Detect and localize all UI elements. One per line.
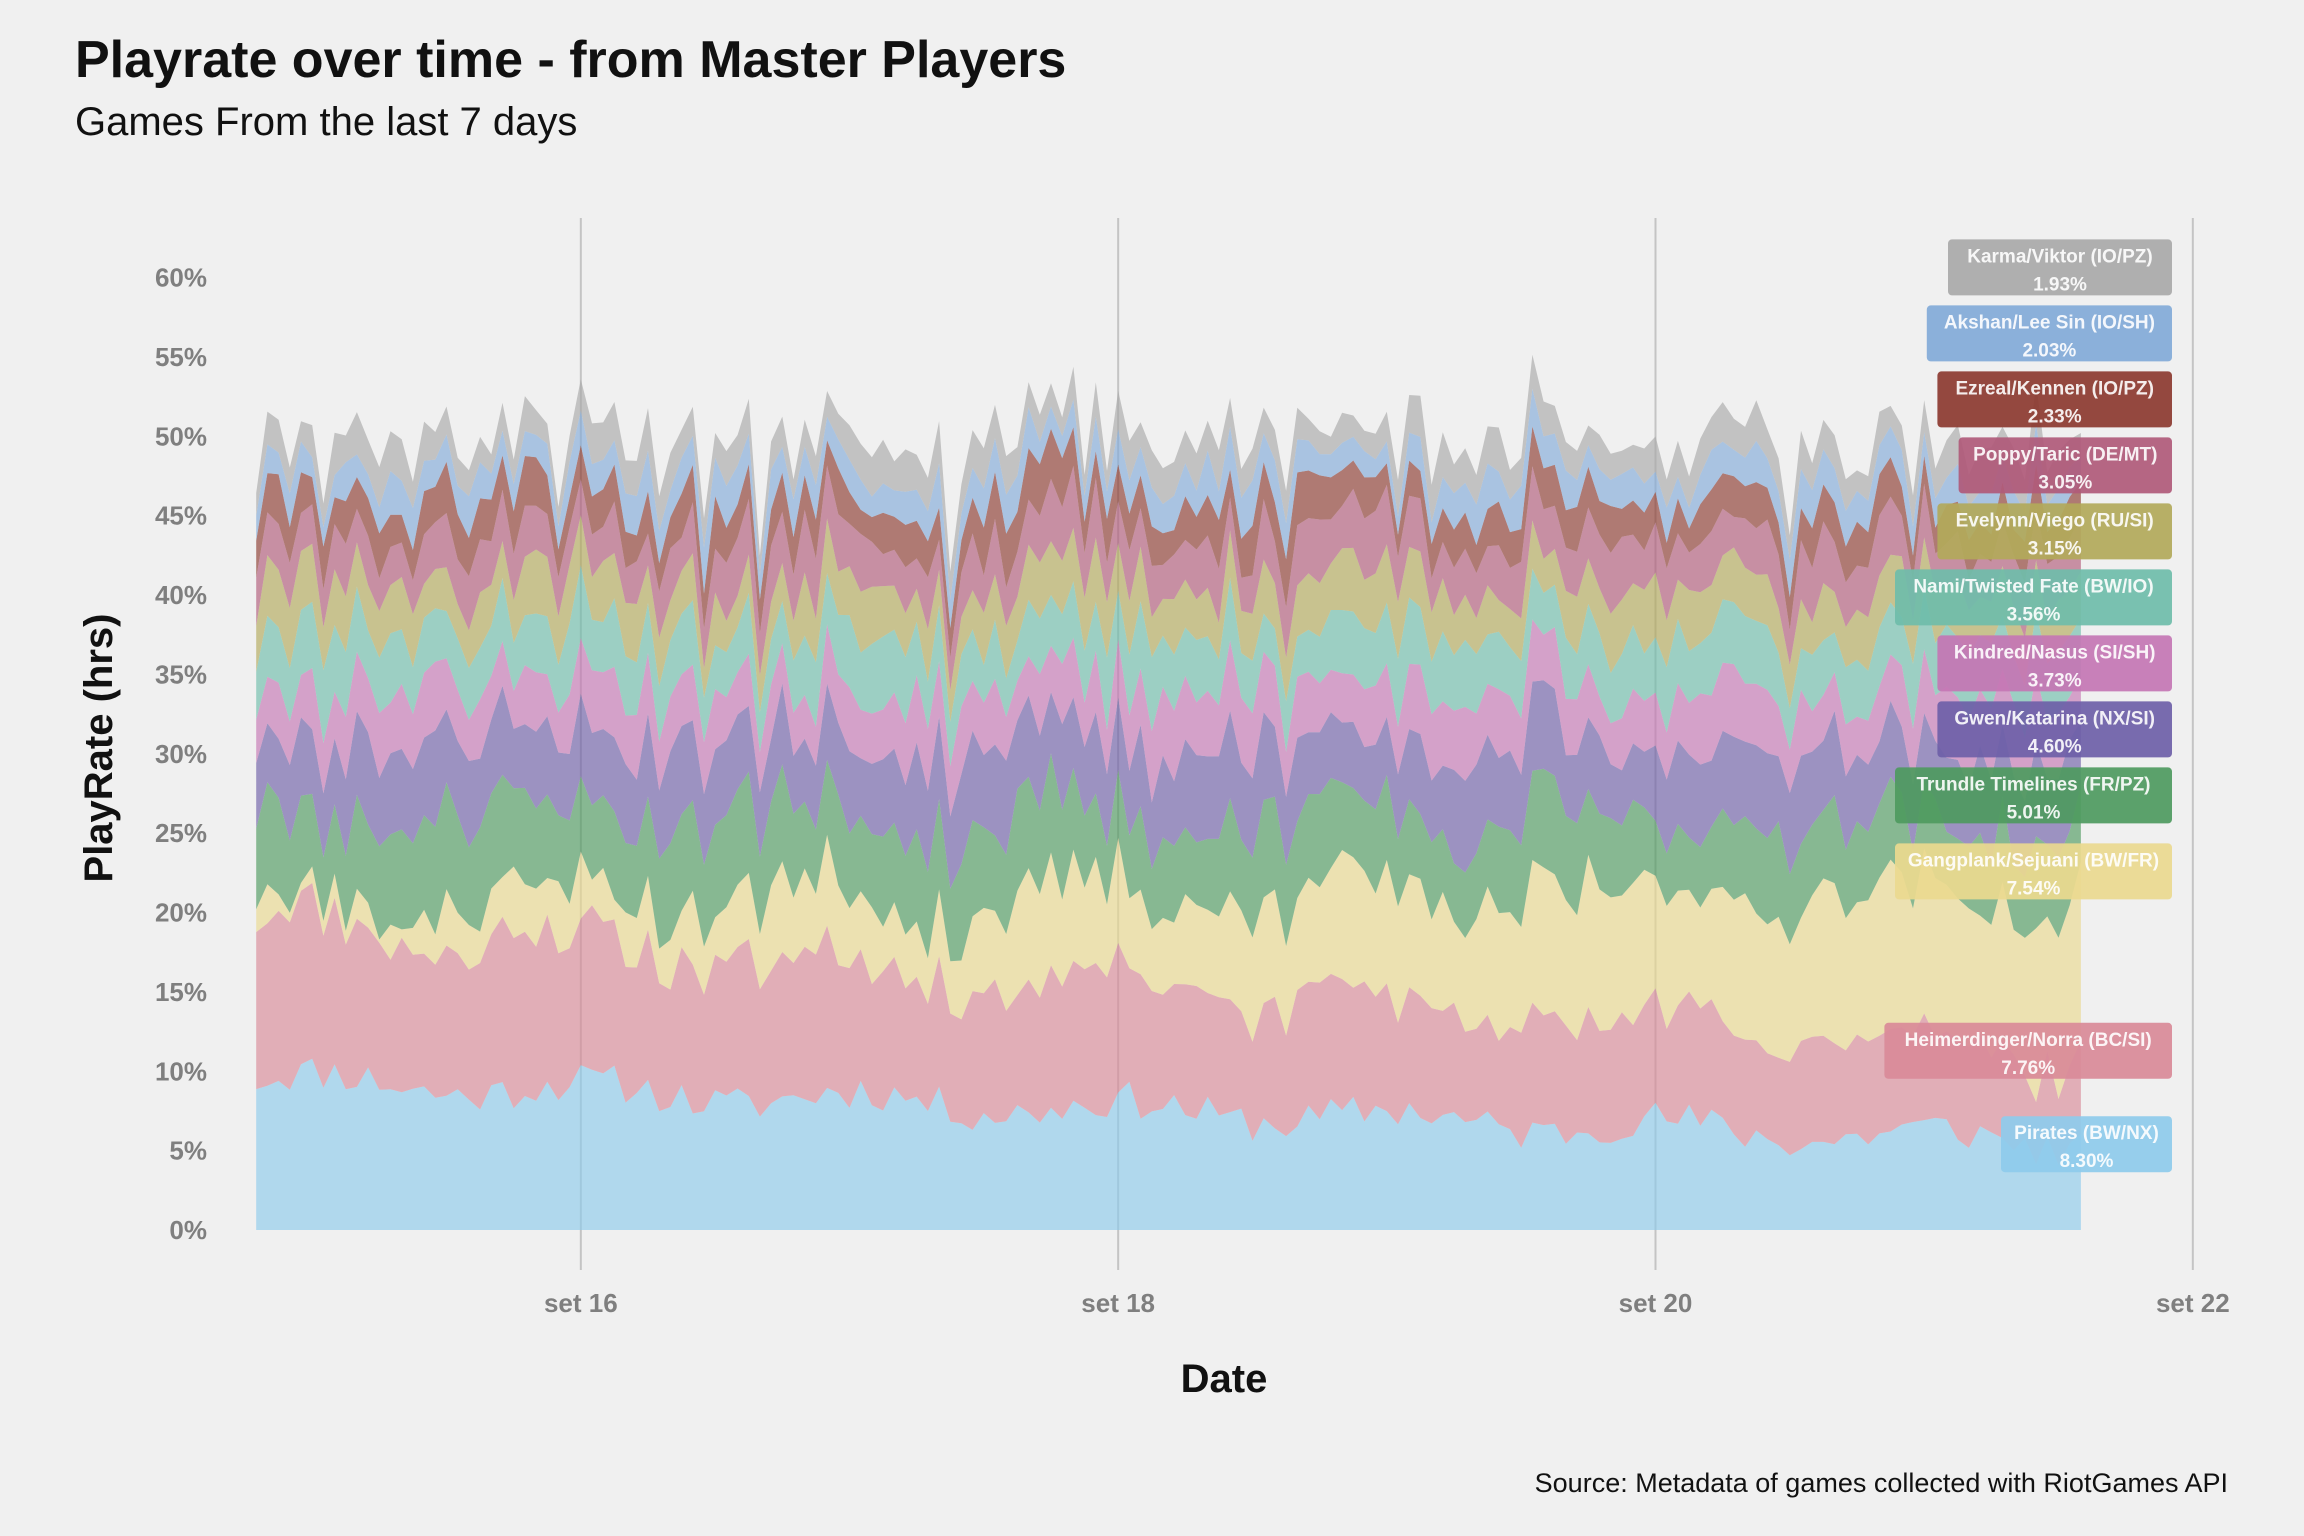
series-label: Pirates (BW/NX) 8.30%	[2001, 1116, 2172, 1173]
y-axis: 0% 5% 10% 15% 20% 25% 30% 35% 40% 45% 50% 55% 60%	[155, 263, 207, 1245]
series-label-name: Gwen/Katarina (NX/SI)	[1954, 708, 2155, 729]
y-tick-label: 40%	[155, 580, 207, 610]
x-axis: set 16 set 18 set 20 set 22	[544, 1288, 2230, 1318]
area-series	[256, 883, 2081, 1165]
series-label-share: 3.73%	[2028, 670, 2082, 691]
series-label-box	[1895, 569, 2172, 626]
area-series	[256, 834, 2081, 1102]
series-labels: Pirates (BW/NX) 8.30% Heimerdinger/Norra (…	[1884, 239, 2172, 1173]
area-series	[256, 354, 2081, 600]
series-label-name: Trundle Timelines (FR/PZ)	[1916, 774, 2150, 795]
series-label: Kindred/Nasus (SI/SH) 3.73%	[1937, 635, 2172, 692]
series-label: Akshan/Lee Sin (IO/SH) 2.03%	[1926, 305, 2172, 362]
series-label-name: Pirates (BW/NX)	[2014, 1123, 2159, 1144]
series-label: Karma/Viktor (IO/PZ) 1.93%	[1948, 239, 2172, 296]
area-layer	[256, 354, 2081, 1230]
y-tick-label: 10%	[155, 1056, 207, 1086]
series-label-share: 2.33%	[2028, 406, 2082, 427]
series-label-share: 5.01%	[2007, 802, 2061, 823]
series-label-box	[1937, 701, 2172, 758]
series-label-share: 3.05%	[2038, 472, 2092, 493]
x-tick-label: set 18	[1081, 1288, 1155, 1318]
x-tick-label: set 20	[1619, 1288, 1693, 1318]
series-label-name: Akshan/Lee Sin (IO/SH)	[1944, 312, 2155, 333]
area-series	[256, 753, 2081, 962]
series-label-box	[2001, 1116, 2172, 1173]
series-label-box	[1948, 239, 2172, 296]
y-tick-label: 45%	[155, 501, 207, 531]
series-label-name: Ezreal/Kennen (IO/PZ)	[1955, 378, 2153, 399]
area-series	[256, 515, 2081, 722]
y-tick-label: 55%	[155, 342, 207, 372]
series-label-box	[1937, 635, 2172, 692]
series-label: Poppy/Taric (DE/MT) 3.05%	[1958, 437, 2172, 494]
chart-subtitle: Games From the last 7 days	[75, 100, 578, 144]
series-label-name: Poppy/Taric (DE/MT)	[1973, 444, 2157, 465]
series-label-box	[1895, 767, 2172, 824]
series-label-box	[1958, 437, 2172, 494]
y-tick-label: 25%	[155, 818, 207, 848]
series-label: Heimerdinger/Norra (BC/SI) 7.76%	[1884, 1022, 2172, 1079]
series-label-share: 8.30%	[2060, 1151, 2114, 1172]
series-label-box	[1937, 371, 2172, 428]
series-label-box	[1937, 503, 2172, 560]
series-label-name: Kindred/Nasus (SI/SH)	[1954, 642, 2156, 663]
series-label-share: 3.56%	[2007, 604, 2061, 625]
series-label-name: Karma/Viktor (IO/PZ)	[1967, 246, 2152, 267]
series-label-share: 3.15%	[2028, 538, 2082, 559]
series-label-share: 2.03%	[2022, 340, 2076, 361]
series-label: Trundle Timelines (FR/PZ) 5.01%	[1895, 767, 2172, 824]
area-series	[256, 1058, 2081, 1230]
area-series	[256, 465, 2081, 691]
series-label-name: Heimerdinger/Norra (BC/SI)	[1905, 1030, 2152, 1051]
series-label: Gangplank/Sejuani (BW/FR) 7.54%	[1895, 843, 2172, 900]
series-label-box	[1926, 305, 2172, 362]
series-label-name: Gangplank/Sejuani (BW/FR)	[1908, 850, 2159, 871]
chart-title: Playrate over time - from Master Players	[75, 31, 1067, 89]
y-tick-label: 30%	[155, 739, 207, 769]
y-tick-label: 35%	[155, 659, 207, 689]
series-label-share: 1.93%	[2033, 274, 2087, 295]
x-tick-label: set 22	[2156, 1288, 2230, 1318]
y-tick-label: 20%	[155, 898, 207, 928]
area-series	[256, 619, 2081, 817]
series-label-name: Evelynn/Viego (RU/SI)	[1956, 510, 2154, 531]
y-tick-label: 15%	[155, 977, 207, 1007]
series-label-box	[1884, 1022, 2172, 1079]
series-label-name: Nami/Twisted Fate (BW/IO)	[1913, 576, 2153, 597]
y-tick-label: 5%	[169, 1136, 207, 1166]
area-series	[256, 426, 2081, 658]
area-series	[256, 680, 2081, 889]
area-series	[256, 565, 2081, 767]
series-label-share: 7.76%	[2001, 1058, 2055, 1079]
series-label: Nami/Twisted Fate (BW/IO) 3.56%	[1895, 569, 2172, 626]
y-tick-label: 60%	[155, 263, 207, 293]
series-label: Evelynn/Viego (RU/SI) 3.15%	[1937, 503, 2172, 560]
series-label: Ezreal/Kennen (IO/PZ) 2.33%	[1937, 371, 2172, 428]
area-series	[256, 388, 2081, 628]
x-tick-label: set 16	[544, 1288, 618, 1318]
y-tick-label: 0%	[169, 1215, 207, 1245]
series-label-box	[1895, 843, 2172, 900]
chart-caption: Source: Metadata of games collected with…	[1534, 1468, 2228, 1498]
series-label: Gwen/Katarina (NX/SI) 4.60%	[1937, 701, 2172, 758]
series-label-share: 7.54%	[2007, 878, 2061, 899]
series-label-share: 4.60%	[2028, 736, 2082, 757]
y-tick-label: 50%	[155, 421, 207, 451]
x-axis-title: Date	[1181, 1357, 1268, 1401]
y-axis-title: PlayRate (hrs)	[77, 614, 121, 883]
